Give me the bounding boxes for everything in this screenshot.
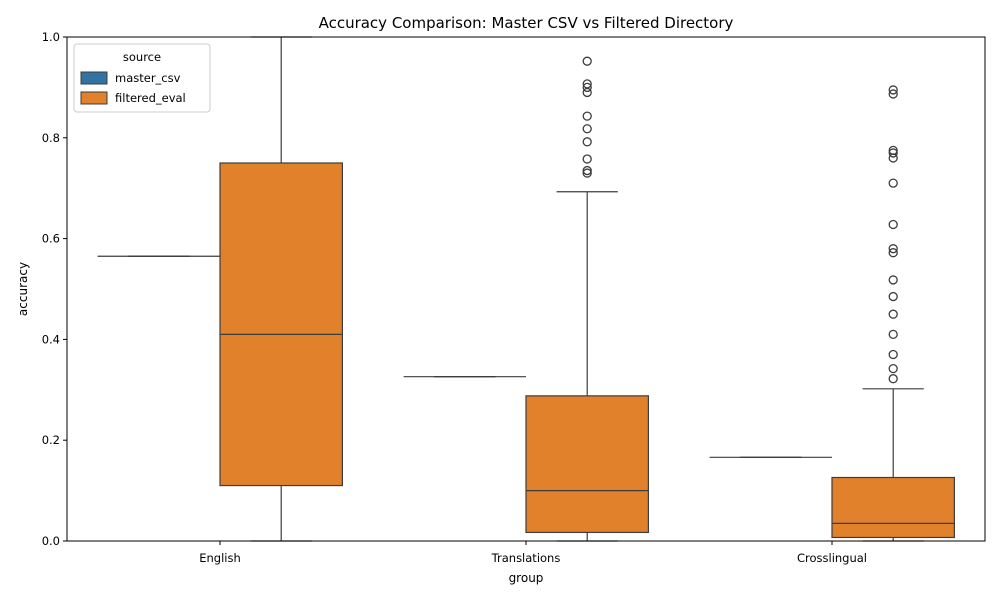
legend-label-filtered_eval: filtered_eval: [115, 91, 186, 105]
outlier-point: [888, 148, 898, 158]
outlier-point: [582, 82, 592, 93]
outlier-point: [888, 153, 898, 163]
box-body: [525, 395, 650, 534]
legend: source master_csv filtered_eval: [73, 43, 211, 113]
box-filtered_eval-english: [219, 36, 344, 542]
outlier-point: [582, 165, 592, 176]
outlier-point: [582, 87, 592, 98]
outlier-point: [888, 89, 898, 99]
outlier-point: [888, 309, 898, 319]
chart-title: Accuracy Comparison: Master CSV vs Filte…: [319, 14, 734, 32]
outlier-point: [888, 275, 898, 285]
x-tick-label: Crosslingual: [797, 551, 867, 565]
y-axis-label: accuracy: [16, 262, 30, 316]
box-filtered_eval-translations: [525, 56, 650, 542]
legend-frame: [73, 43, 211, 113]
outlier-point: [582, 111, 592, 121]
outlier-point: [582, 56, 592, 66]
plot-area: 0.0 0.2 0.4 0.6 0.8 1.0 English Translations Cro…: [42, 30, 986, 565]
legend-label-master_csv: master_csv: [115, 71, 181, 85]
y-tick-label: 0.0: [42, 534, 60, 548]
x-axis-label: group: [509, 571, 544, 585]
outlier-point: [582, 154, 592, 164]
outlier-point: [888, 349, 898, 360]
outlier-point: [888, 374, 898, 384]
y-tick-label: 1.0: [42, 30, 60, 44]
legend-title: source: [123, 50, 161, 64]
outlier-point: [582, 137, 592, 147]
legend-swatch-filtered_eval: [80, 91, 108, 105]
outlier-point: [888, 363, 898, 374]
outlier-point: [888, 219, 898, 230]
box-body: [219, 162, 344, 487]
box-filtered_eval-crosslingual: [831, 85, 956, 542]
outlier-point: [888, 329, 898, 340]
y-tick-label: 0.6: [42, 232, 60, 246]
x-tick-label: English: [199, 551, 241, 565]
box-body: [831, 476, 956, 539]
axes-frame: [66, 36, 986, 542]
outlier-point: [888, 291, 898, 302]
y-tick-label: 0.8: [42, 131, 60, 145]
y-tick-label: 0.4: [42, 332, 60, 346]
legend-swatch-master_csv: [80, 71, 108, 85]
outlier-point: [888, 85, 898, 95]
outlier-point: [888, 178, 898, 188]
y-tick-label: 0.2: [42, 433, 60, 447]
outlier-point: [888, 244, 898, 254]
x-tick-label: Translations: [491, 551, 561, 565]
outlier-point: [888, 248, 898, 258]
outlier-point: [582, 168, 592, 178]
outlier-point: [582, 124, 592, 134]
